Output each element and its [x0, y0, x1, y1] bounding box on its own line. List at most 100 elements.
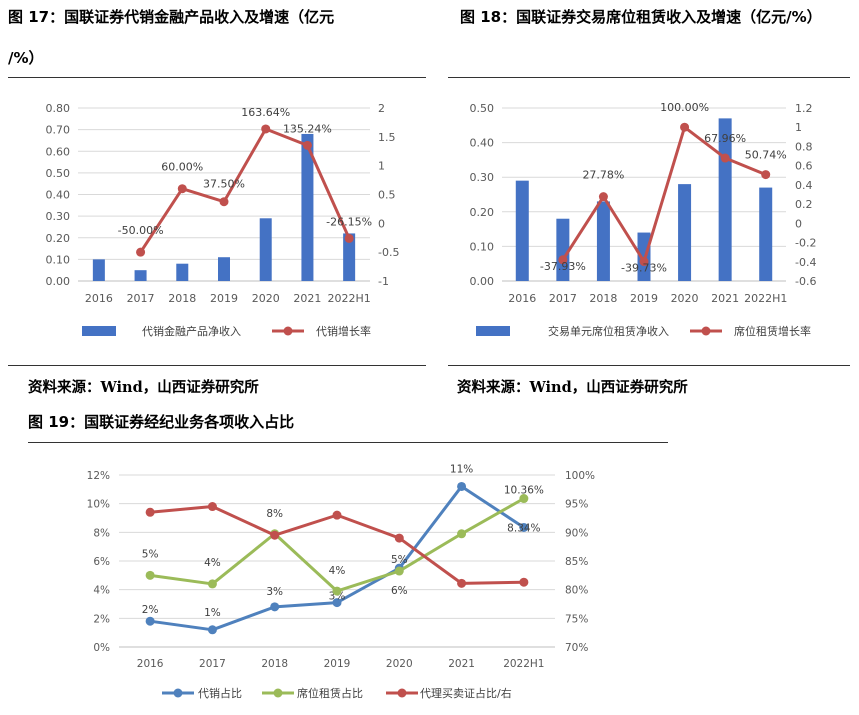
- chart3-category-label: 2021: [448, 658, 475, 670]
- fig17-title-line1: 图 17：国联证券代销金融产品收入及增速（亿元: [8, 8, 335, 26]
- chart3-data-point: [145, 616, 155, 626]
- chart3-legend-label: 代理买卖证占比/右: [420, 686, 512, 700]
- chart2-data-point: [558, 255, 568, 265]
- fig17-top-rule: [8, 77, 426, 78]
- chart3-category-label: 2018: [261, 658, 288, 670]
- chart3-category-label: 2020: [386, 658, 413, 670]
- chart2-left-tick-label: 0.30: [470, 171, 495, 184]
- chart1-category-label: 2016: [85, 292, 113, 305]
- chart3-data-label: 5%: [142, 548, 159, 560]
- chart2-data-point: [598, 192, 608, 202]
- chart3-data-label: 8%: [266, 508, 283, 520]
- chart3-data-point: [457, 578, 467, 588]
- chart2-bar: [678, 184, 692, 281]
- chart3-data-label: 3%: [266, 586, 283, 598]
- chart2-series-line: [561, 125, 767, 264]
- chart2-left-tick-label: 0.10: [470, 240, 495, 253]
- chart1-left-tick-label: 0.20: [46, 232, 71, 245]
- chart3-right-tick-label: 100%: [565, 470, 595, 482]
- chart1-right-tick-label: 2: [378, 102, 385, 115]
- chart3-data-point: [145, 570, 155, 580]
- chart3-data-label: 1%: [204, 607, 221, 619]
- chart3-right-tick-label: 75%: [565, 613, 588, 625]
- chart3-data-point: [457, 481, 467, 491]
- chart3-right-tick-label: 95%: [565, 499, 588, 511]
- fig19-title: 图 19：国联证券经纪业务各项收入占比: [28, 413, 295, 431]
- chart2-right-tick-label: -0.6: [795, 275, 816, 288]
- fig18-bottom-rule: [448, 365, 850, 366]
- chart2-category-label: 2019: [630, 292, 658, 305]
- chart1-data-label: 37.50%: [203, 178, 245, 191]
- chart1-data-point: [219, 197, 229, 207]
- chart1-data-label: -50.00%: [118, 224, 164, 237]
- chart1-right-tick-label: 0: [378, 217, 385, 230]
- chart2-right-tick-label: 1: [795, 121, 802, 134]
- chart2-left-tick-label: 0.50: [470, 102, 495, 115]
- chart2-data-label: -37.93%: [540, 260, 586, 273]
- chart3-data-point: [519, 577, 529, 587]
- chart1-right-tick-label: 1: [378, 160, 385, 173]
- chart1-legend-label: 代销增长率: [316, 324, 371, 338]
- chart1-bar: [301, 133, 314, 281]
- chart1-left-tick-label: 0.60: [46, 145, 71, 158]
- chart1-bar: [343, 233, 356, 281]
- chart3-data-label: 10.36%: [504, 485, 544, 497]
- chart2-category-label: 2018: [589, 292, 617, 305]
- chart1-left-tick-label: 0.80: [46, 102, 71, 115]
- chart1-left-tick-label: 0.70: [46, 124, 71, 137]
- chart3-data-label: 5%: [391, 554, 408, 566]
- chart3-right-tick-label: 80%: [565, 585, 588, 597]
- chart3-left-tick-label: 0%: [93, 642, 110, 654]
- chart1-data-point: [344, 233, 354, 243]
- chart3-right-tick-label: 70%: [565, 642, 588, 654]
- fig17-source: 资料来源：Wind，山西证券研究所: [28, 379, 259, 396]
- chart3-category-label: 2016: [137, 658, 164, 670]
- chart1-data-label: 60.00%: [161, 161, 203, 174]
- chart1-category-label: 2022H1: [328, 292, 371, 305]
- chart3-category-label: 2022H1: [503, 658, 544, 670]
- chart3-data-label: 8.34%: [507, 522, 540, 534]
- chart3-data-point: [519, 522, 529, 532]
- fig17-bottom-rule: [8, 365, 426, 366]
- chart2-data-point: [639, 257, 649, 267]
- chart3-data-point: [207, 502, 217, 512]
- chart2-right-tick-label: 1.2: [795, 102, 813, 115]
- chart1-right-tick-label: -0.5: [378, 246, 399, 259]
- chart2-left-tick-label: 0.40: [470, 137, 495, 150]
- chart3-data-label: 3%: [329, 591, 346, 603]
- chart3-legend-label: 代销占比: [198, 686, 242, 700]
- chart3-category-label: 2019: [324, 658, 351, 670]
- chart1-category-label: 2019: [210, 292, 238, 305]
- chart3-data-point: [332, 586, 342, 596]
- chart1-legend-swatch: [82, 326, 116, 336]
- chart3-legend-label: 席位租赁占比: [297, 686, 363, 700]
- chart1-bar: [176, 263, 189, 281]
- chart2-bar: [556, 218, 570, 281]
- chart3-data-label: 11%: [450, 463, 473, 475]
- chart3-category-label: 2017: [199, 658, 226, 670]
- chart2-right-tick-label: 0.6: [795, 160, 813, 173]
- chart2-data-label: 27.78%: [582, 169, 624, 182]
- chart1-left-tick-label: 0.30: [46, 210, 71, 223]
- chart3-legend-marker: [173, 688, 183, 698]
- chart1-bar: [134, 270, 147, 281]
- chart2-data-label: 67.96%: [704, 132, 746, 145]
- chart2-category-label: 2021: [711, 292, 739, 305]
- chart2-left-tick-label: 0.20: [470, 206, 495, 219]
- fig18-title: 图 18：国联证券交易席位租赁收入及增速（亿元/%）: [460, 8, 822, 26]
- chart2-category-label: 2017: [549, 292, 577, 305]
- chart3-data-point: [332, 510, 342, 520]
- chart2-data-label: 50.74%: [745, 149, 787, 162]
- chart3-data-point: [519, 494, 529, 504]
- chart1-series-line: [139, 127, 351, 253]
- chart3-legend-marker: [273, 688, 283, 698]
- chart1-left-tick-label: 0.50: [46, 167, 71, 180]
- chart2-data-label: -39.73%: [621, 262, 667, 275]
- chart2-data-point: [680, 122, 690, 132]
- chart1-bar: [259, 218, 272, 281]
- chart1-category-label: 2017: [127, 292, 155, 305]
- chart3-data-point: [207, 579, 217, 589]
- chart2-legend-label: 交易单元席位租赁净收入: [548, 324, 669, 338]
- chart3-data-point: [207, 625, 217, 635]
- fig18-top-rule: [448, 77, 850, 78]
